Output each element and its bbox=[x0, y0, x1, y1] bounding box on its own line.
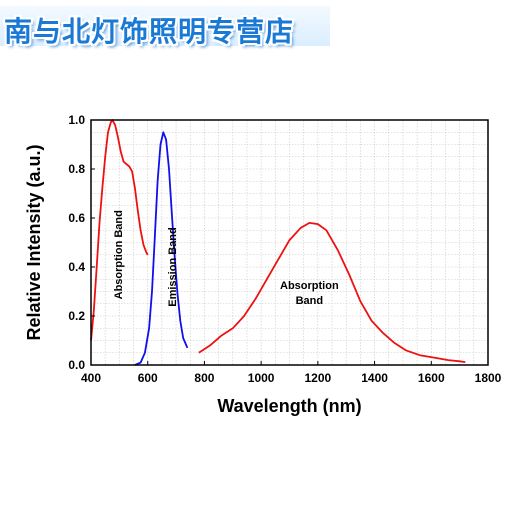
y-tick-label: 0.0 bbox=[68, 358, 85, 372]
x-tick-label: 1400 bbox=[361, 371, 388, 385]
series-layer bbox=[90, 119, 466, 366]
y-tick-label: 0.4 bbox=[68, 260, 85, 274]
x-tick-label: 1200 bbox=[305, 371, 332, 385]
x-tick-label: 1800 bbox=[475, 371, 502, 385]
store-banner: 南与北灯饰照明专营店 bbox=[0, 6, 330, 48]
plot-frame bbox=[90, 119, 489, 366]
x-tick-label: 1000 bbox=[248, 371, 275, 385]
series-line-1 bbox=[134, 131, 189, 366]
series-line-2 bbox=[198, 222, 466, 363]
y-tick-label: 0.6 bbox=[68, 211, 85, 225]
store-banner-text: 南与北灯饰照明专营店 bbox=[4, 15, 295, 48]
x-tick-label: 400 bbox=[81, 371, 101, 385]
x-axis-label: Wavelength (nm) bbox=[217, 396, 361, 416]
ticks: 400 600 800 1000 1200 1400 1600 1800 0.0 0.2 0.4 0.… bbox=[68, 113, 501, 385]
annotations: Absorption Band Emission Band Absorption Ba… bbox=[113, 210, 339, 307]
annotation-3: Band bbox=[296, 295, 324, 307]
x-tick-label: 1600 bbox=[418, 371, 445, 385]
y-axis-label: Relative Intensity (a.u.) bbox=[24, 144, 44, 340]
x-tick-label: 600 bbox=[138, 371, 158, 385]
y-tick-label: 0.8 bbox=[68, 162, 85, 176]
series-line-0 bbox=[90, 119, 149, 341]
grid bbox=[91, 120, 488, 365]
annotation-1: Emission Band bbox=[167, 227, 179, 306]
annotation-0: Absorption Band bbox=[113, 210, 125, 299]
y-tick-label: 0.2 bbox=[68, 309, 85, 323]
x-tick-label: 800 bbox=[194, 371, 214, 385]
annotation-2: Absorption bbox=[280, 280, 339, 292]
y-tick-label: 1.0 bbox=[68, 113, 85, 127]
